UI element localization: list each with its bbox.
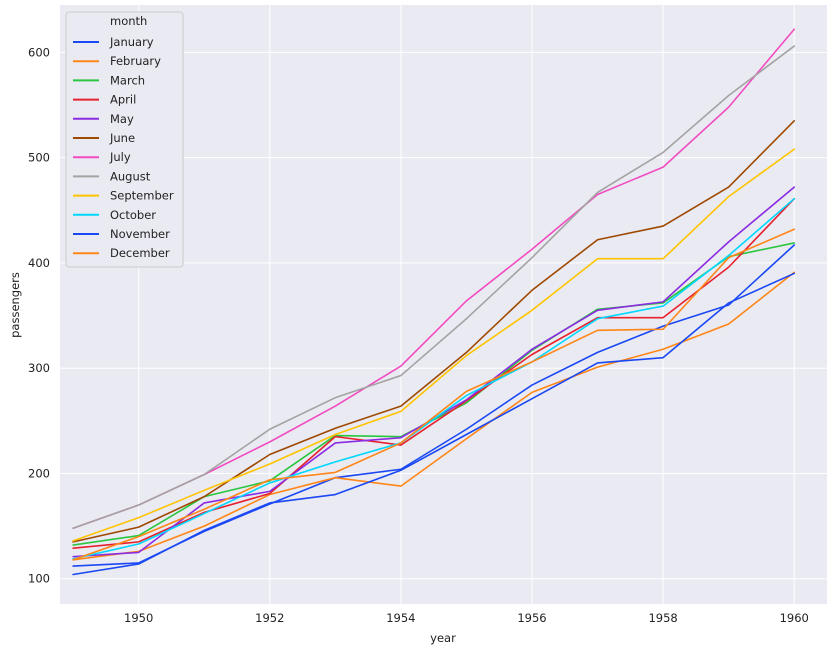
series-line-october — [72, 197, 796, 560]
legend-title: month — [110, 14, 147, 28]
x-tick-labels: 1950 1952 1954 1956 1958 1960 — [124, 611, 809, 625]
y-tick-label: 400 — [28, 256, 50, 270]
series-line-august — [72, 45, 796, 530]
x-tick-label: 1950 — [124, 611, 153, 625]
series-line-june — [72, 120, 796, 543]
legend-label-july: July — [109, 150, 131, 164]
x-tick-label: 1958 — [648, 611, 677, 625]
legend-label-june: June — [109, 131, 135, 145]
legend-label-january: January — [109, 35, 154, 49]
legend-frame — [65, 11, 184, 268]
y-tick-label: 300 — [28, 361, 50, 375]
series-line-february — [72, 271, 796, 561]
x-tick-label: 1952 — [255, 611, 284, 625]
legend-label-october: October — [110, 208, 156, 222]
series-line-december — [72, 228, 796, 561]
x-axis-label: year — [430, 631, 456, 645]
y-axis-label: passengers — [8, 272, 22, 338]
legend-label-september: September — [110, 189, 174, 203]
grid-lines — [60, 5, 827, 604]
legend-label-november: November — [110, 227, 170, 241]
legend-label-march: March — [110, 73, 145, 87]
y-tick-label: 100 — [28, 572, 50, 586]
legend-label-may: May — [110, 112, 134, 126]
y-tick-label: 600 — [28, 45, 50, 59]
y-tick-labels: 100 200 300 400 500 600 — [28, 45, 50, 585]
series-line-april — [72, 197, 796, 550]
legend-label-february: February — [110, 54, 161, 68]
legend-label-april: April — [110, 93, 136, 107]
legend-label-december: December — [110, 246, 170, 260]
series-line-november — [72, 272, 796, 576]
y-tick-label: 200 — [28, 466, 50, 480]
legend-label-august: August — [110, 169, 151, 183]
legend: month January February March April May June Ju… — [65, 11, 184, 268]
series-line-september — [72, 148, 796, 542]
y-tick-label: 500 — [28, 151, 50, 165]
x-tick-label: 1960 — [780, 611, 809, 625]
legend-items: January February March April May June July Augu… — [73, 35, 174, 260]
series-lines — [72, 28, 796, 576]
x-tick-label: 1956 — [517, 611, 546, 625]
x-tick-label: 1954 — [386, 611, 415, 625]
